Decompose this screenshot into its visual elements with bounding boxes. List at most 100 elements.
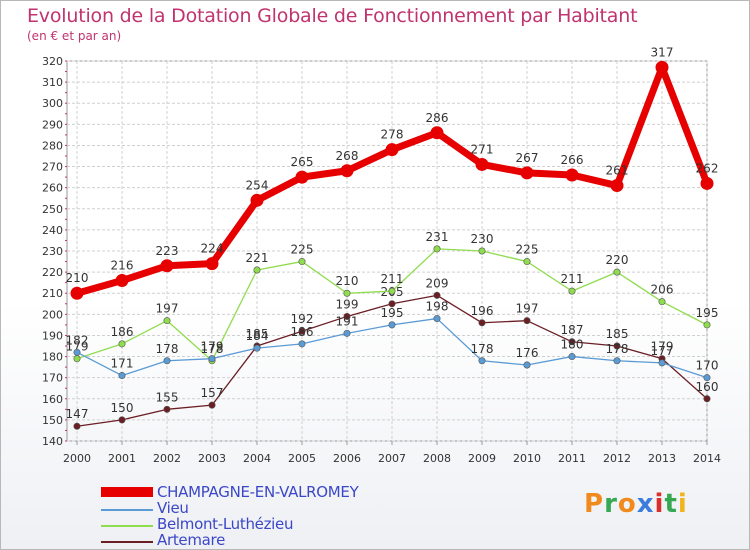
data-label-artemare-2013: 179 bbox=[651, 340, 674, 354]
data-label-vieu-2009: 178 bbox=[471, 342, 494, 356]
legend-label-champagne: CHAMPAGNE-EN-VALROMEY bbox=[157, 483, 359, 501]
data-label-artemare-2006: 199 bbox=[336, 297, 359, 311]
point-belmont-luth-zieu-2005 bbox=[298, 258, 306, 266]
logo-letter: x bbox=[636, 489, 655, 519]
data-label-champagne-en-valromey-2014: 262 bbox=[696, 161, 719, 175]
data-label-belmont-luth-zieu-2001: 186 bbox=[111, 325, 134, 339]
point-artemare-2003 bbox=[208, 401, 216, 409]
data-label-artemare-2009: 196 bbox=[471, 304, 494, 318]
y-tick-label-220: 220 bbox=[42, 266, 63, 279]
data-label-champagne-en-valromey-2010: 267 bbox=[516, 151, 539, 165]
point-vieu-2000 bbox=[73, 348, 81, 356]
x-tick-label-2012: 2012 bbox=[603, 452, 631, 465]
legend-label-belmont: Belmont-Luthézieu bbox=[157, 515, 294, 533]
data-label-belmont-luth-zieu-2003: 178 bbox=[201, 342, 224, 356]
x-tick-label-2005: 2005 bbox=[288, 452, 316, 465]
point-vieu-2003 bbox=[208, 355, 216, 363]
point-champagne-en-valromey-2010 bbox=[520, 166, 534, 180]
data-label-champagne-en-valromey-2009: 271 bbox=[471, 142, 494, 156]
point-champagne-en-valromey-2009 bbox=[475, 157, 489, 171]
legend-swatch-vieu bbox=[101, 509, 153, 511]
point-vieu-2006 bbox=[343, 329, 351, 337]
x-tick-label-2008: 2008 bbox=[423, 452, 451, 465]
data-label-vieu-2010: 176 bbox=[516, 346, 539, 360]
x-tick-label-2002: 2002 bbox=[153, 452, 181, 465]
data-label-champagne-en-valromey-2007: 278 bbox=[381, 128, 404, 142]
y-tick-label-210: 210 bbox=[42, 287, 63, 300]
chart-title: Evolution de la Dotation Globale de Fonc… bbox=[27, 5, 638, 27]
point-belmont-luth-zieu-2002 bbox=[163, 317, 171, 325]
point-artemare-2006 bbox=[343, 312, 351, 320]
data-label-artemare-2010: 197 bbox=[516, 302, 539, 316]
point-artemare-2002 bbox=[163, 405, 171, 413]
data-label-belmont-luth-zieu-2002: 197 bbox=[156, 302, 179, 316]
point-vieu-2001 bbox=[118, 372, 126, 380]
point-champagne-en-valromey-2004 bbox=[250, 193, 264, 207]
y-tick-label-320: 320 bbox=[42, 55, 63, 68]
data-label-champagne-en-valromey-2000: 210 bbox=[66, 271, 89, 285]
data-label-vieu-2008: 198 bbox=[426, 300, 449, 314]
data-label-belmont-luth-zieu-2008: 231 bbox=[426, 230, 449, 244]
data-label-belmont-luth-zieu-2009: 230 bbox=[471, 232, 494, 246]
y-tick-label-190: 190 bbox=[42, 329, 63, 342]
data-label-champagne-en-valromey-2002: 223 bbox=[156, 244, 179, 258]
legend-swatch-belmont bbox=[101, 525, 153, 527]
data-label-belmont-luth-zieu-2011: 211 bbox=[561, 272, 584, 286]
data-label-belmont-luth-zieu-2004: 221 bbox=[246, 251, 269, 265]
y-tick-label-300: 300 bbox=[42, 97, 63, 110]
data-label-belmont-luth-zieu-2000: 179 bbox=[66, 340, 89, 354]
legend-swatch-artemare bbox=[101, 541, 153, 543]
point-belmont-luth-zieu-2001 bbox=[118, 340, 126, 348]
x-tick-label-2003: 2003 bbox=[198, 452, 226, 465]
point-vieu-2010 bbox=[523, 361, 531, 369]
point-artemare-2014 bbox=[703, 395, 711, 403]
point-champagne-en-valromey-2014 bbox=[700, 176, 714, 190]
data-label-vieu-2007: 195 bbox=[381, 306, 404, 320]
legend-label-artemare: Artemare bbox=[157, 531, 226, 549]
point-champagne-en-valromey-2012 bbox=[610, 179, 624, 193]
legend-swatch-champagne bbox=[101, 487, 153, 497]
point-artemare-2000 bbox=[73, 422, 81, 430]
logo-letter: t bbox=[664, 489, 678, 519]
point-champagne-en-valromey-2001 bbox=[115, 274, 129, 288]
x-tick-label-2000: 2000 bbox=[63, 452, 91, 465]
point-vieu-2012 bbox=[613, 357, 621, 365]
point-champagne-en-valromey-2007 bbox=[385, 143, 399, 157]
data-label-artemare-2004: 185 bbox=[246, 327, 269, 341]
data-label-artemare-2003: 157 bbox=[201, 386, 224, 400]
data-label-vieu-2012: 178 bbox=[606, 342, 629, 356]
y-tick-label-160: 160 bbox=[42, 393, 63, 406]
data-label-artemare-2011: 187 bbox=[561, 323, 584, 337]
point-belmont-luth-zieu-2010 bbox=[523, 258, 531, 266]
data-label-champagne-en-valromey-2003: 224 bbox=[201, 242, 224, 256]
data-label-artemare-2014: 160 bbox=[696, 380, 719, 394]
data-label-vieu-2002: 178 bbox=[156, 342, 179, 356]
y-tick-label-290: 290 bbox=[42, 118, 63, 131]
x-tick-label-2009: 2009 bbox=[468, 452, 496, 465]
data-label-belmont-luth-zieu-2013: 206 bbox=[651, 283, 674, 297]
point-champagne-en-valromey-2013 bbox=[655, 60, 669, 74]
point-artemare-2007 bbox=[388, 300, 396, 308]
point-artemare-2010 bbox=[523, 317, 531, 325]
data-label-vieu-2006: 191 bbox=[336, 314, 359, 328]
data-label-artemare-2012: 185 bbox=[606, 327, 629, 341]
y-tick-label-200: 200 bbox=[42, 308, 63, 321]
data-label-champagne-en-valromey-2004: 254 bbox=[246, 178, 269, 192]
data-label-champagne-en-valromey-2006: 268 bbox=[336, 149, 359, 163]
x-tick-label-2010: 2010 bbox=[513, 452, 541, 465]
y-tick-label-230: 230 bbox=[42, 245, 63, 258]
point-artemare-2001 bbox=[118, 416, 126, 424]
point-vieu-2014 bbox=[703, 374, 711, 382]
data-label-vieu-2014: 170 bbox=[696, 359, 719, 373]
x-tick-label-2006: 2006 bbox=[333, 452, 361, 465]
point-champagne-en-valromey-2002 bbox=[160, 259, 174, 273]
data-label-belmont-luth-zieu-2010: 225 bbox=[516, 243, 539, 257]
point-vieu-2011 bbox=[568, 353, 576, 361]
point-belmont-luth-zieu-2014 bbox=[703, 321, 711, 329]
data-label-belmont-luth-zieu-2007: 211 bbox=[381, 272, 404, 286]
point-champagne-en-valromey-2008 bbox=[430, 126, 444, 140]
data-label-champagne-en-valromey-2012: 261 bbox=[606, 164, 629, 178]
point-vieu-2007 bbox=[388, 321, 396, 329]
logo-letter: P bbox=[584, 489, 605, 519]
